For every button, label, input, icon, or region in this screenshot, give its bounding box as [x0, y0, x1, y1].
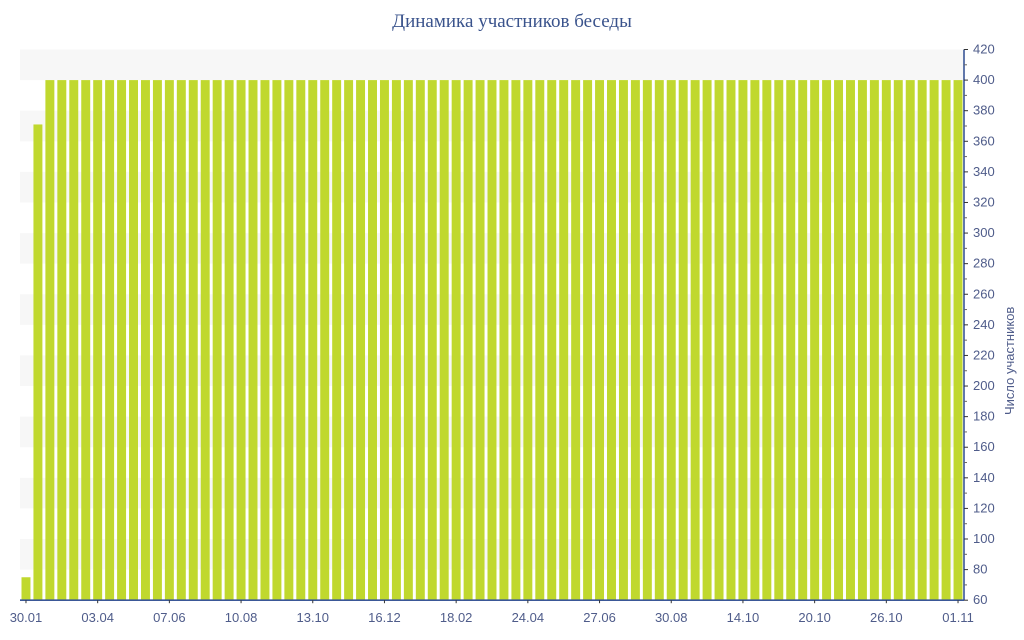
svg-text:340: 340 [973, 164, 995, 179]
svg-text:80: 80 [973, 562, 987, 577]
svg-text:14.10: 14.10 [727, 610, 760, 625]
svg-text:380: 380 [973, 103, 995, 118]
svg-text:16.12: 16.12 [368, 610, 401, 625]
svg-text:24.04: 24.04 [512, 610, 545, 625]
svg-text:60: 60 [973, 592, 987, 607]
svg-text:420: 420 [973, 42, 995, 57]
svg-text:120: 120 [973, 500, 995, 515]
svg-text:140: 140 [973, 470, 995, 485]
svg-text:30.01: 30.01 [10, 610, 43, 625]
svg-text:10.08: 10.08 [225, 610, 258, 625]
svg-text:03.04: 03.04 [81, 610, 114, 625]
svg-text:30.08: 30.08 [655, 610, 688, 625]
svg-text:160: 160 [973, 439, 995, 454]
svg-text:220: 220 [973, 347, 995, 362]
svg-text:100: 100 [973, 531, 995, 546]
svg-text:280: 280 [973, 256, 995, 271]
svg-text:26.10: 26.10 [870, 610, 903, 625]
svg-text:27.06: 27.06 [583, 610, 616, 625]
svg-text:180: 180 [973, 409, 995, 424]
svg-text:360: 360 [973, 133, 995, 148]
svg-text:01.11: 01.11 [942, 610, 974, 625]
svg-text:320: 320 [973, 194, 995, 209]
svg-text:300: 300 [973, 225, 995, 240]
svg-text:13.10: 13.10 [296, 610, 329, 625]
svg-text:20.10: 20.10 [798, 610, 831, 625]
svg-text:07.06: 07.06 [153, 610, 186, 625]
svg-text:260: 260 [973, 286, 995, 301]
svg-text:200: 200 [973, 378, 995, 393]
svg-text:400: 400 [973, 72, 995, 87]
svg-text:240: 240 [973, 317, 995, 332]
svg-text:Число участников: Число участников [1002, 307, 1017, 415]
svg-text:18.02: 18.02 [440, 610, 473, 625]
